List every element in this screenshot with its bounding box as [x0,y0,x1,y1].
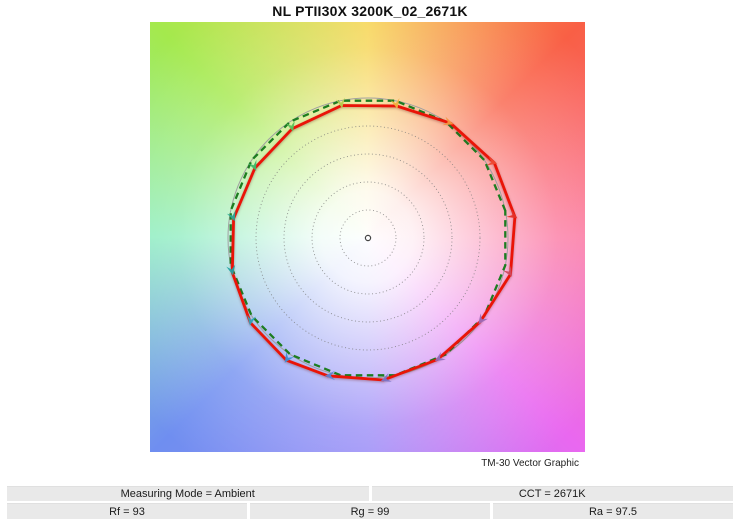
hue-shift-arrow-bin-1 [506,209,518,219]
hue-shift-arrow-bin-16 [503,265,512,277]
cct-readout: CCT = 2671K [371,486,733,501]
hue-shift-arrow-bin-2 [486,156,498,166]
rf-readout: Rf = 93 [7,503,247,519]
color-vector-graphic [150,22,585,452]
hue-shift-arrow-bin-7 [247,159,257,171]
hue-shift-arrow-bin-6 [285,120,295,132]
page-title: NL PTII30X 3200K_02_2671K [272,3,468,19]
hue-shift-arrow-bin-4 [390,98,400,109]
hue-shift-arrow-bin-3 [442,116,454,126]
hue-shift-arrow-bin-11 [284,351,294,363]
ra-readout: Ra = 97.5 [493,503,733,519]
hue-shift-arrow-bin-15 [478,313,488,325]
hue-shift-arrow-bin-14 [434,352,446,362]
hue-shift-arrow-bin-8 [226,210,236,222]
hue-shift-arrow-bin-9 [226,264,236,276]
measuring-mode-readout: Measuring Mode = Ambient [7,486,369,501]
info-bar-row-2: Rf = 93 Rg = 99 Ra = 97.5 [7,503,733,519]
rg-readout: Rg = 99 [250,503,490,519]
hue-shift-arrow-bin-12 [324,370,335,381]
chart-caption: TM-30 Vector Graphic [481,458,579,469]
hue-shift-arrow-bin-13 [380,373,392,382]
hue-shift-arrow-bin-10 [247,315,257,326]
tm30-vector-chart [226,97,518,382]
info-bar-row-1: Measuring Mode = Ambient CCT = 2671K [7,486,733,501]
hue-shift-arrow-bin-5 [335,97,345,109]
